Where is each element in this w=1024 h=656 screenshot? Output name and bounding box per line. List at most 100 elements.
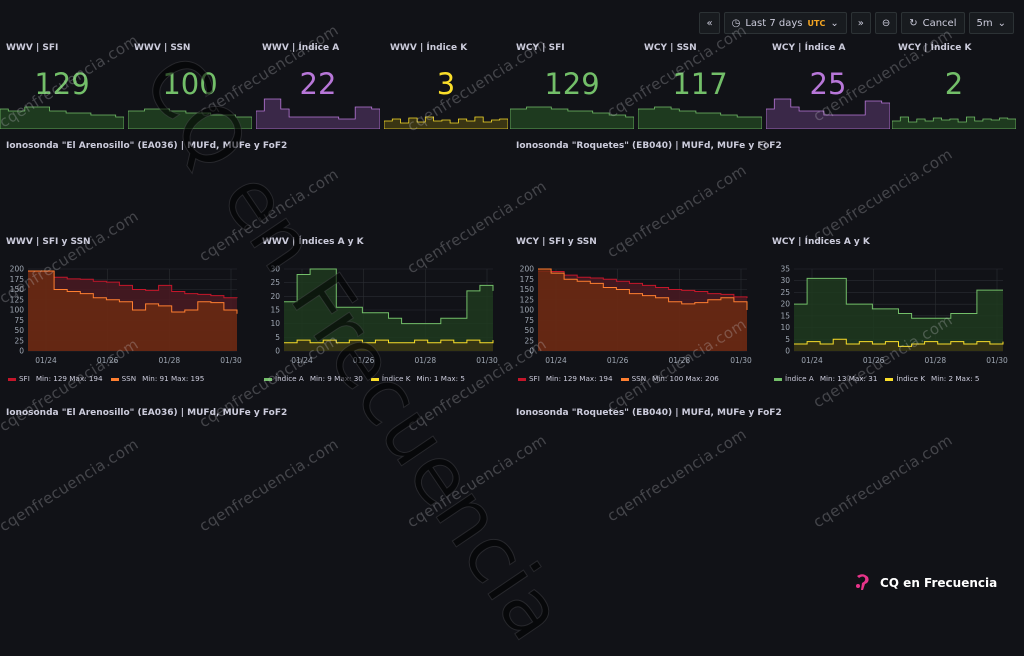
zoom-out-icon: ⊖ bbox=[881, 17, 891, 29]
legend-name: SFI bbox=[19, 374, 30, 383]
stat-panel-title: WCY | Índice A bbox=[772, 43, 846, 53]
legend-item[interactable]: SSN Min: 91 Max: 195 bbox=[110, 374, 204, 383]
x-tick-label: 01/26 bbox=[353, 356, 375, 365]
stat-panel-title: WWV | Índice K bbox=[390, 43, 468, 53]
legend-item[interactable]: Índice K Min: 2 Max: 5 bbox=[885, 374, 980, 383]
x-tick-label: 01/30 bbox=[476, 356, 498, 365]
sparkline bbox=[892, 116, 1016, 129]
stat-value: 117 bbox=[672, 67, 728, 101]
cancel-button[interactable]: ↻ Cancel bbox=[901, 12, 965, 34]
stat-panel[interactable]: WCY | SFI 129 bbox=[510, 43, 634, 135]
legend-stats: Min: 2 Max: 5 bbox=[931, 374, 980, 383]
ionosonde-panel-title: Ionosonda "El Arenosillo" (EA036) | MUFd… bbox=[6, 141, 288, 151]
stat-value: 22 bbox=[299, 67, 337, 101]
y-tick-label: 0 bbox=[19, 347, 24, 356]
time-picker-button[interactable]: ◷ Last 7 days UTC ⌄ bbox=[723, 12, 847, 34]
y-tick-label: 25 bbox=[780, 288, 790, 297]
chart-legend: SFI Min: 129 Max: 194 SSN Min: 100 Max: 206 bbox=[518, 374, 719, 383]
watermark-text: cqenfrecuencia.com bbox=[604, 424, 750, 526]
timeseries-panel[interactable]: WWV | Índices A y K 30 25 20 15 10 5 0 01/24 01/2… bbox=[256, 237, 501, 407]
stat-panel-title: WWV | SSN bbox=[134, 43, 191, 53]
info-icon[interactable] bbox=[759, 141, 768, 150]
sparkline-area bbox=[0, 106, 124, 129]
stat-panel[interactable]: WCY | SSN 117 bbox=[638, 43, 762, 135]
series-area bbox=[794, 278, 1003, 351]
y-tick-label: 20 bbox=[270, 292, 280, 301]
legend-swatch bbox=[264, 377, 272, 381]
sparkline bbox=[256, 98, 380, 129]
brand-name: CQ en Frecuencia bbox=[880, 576, 998, 590]
zoom-out-button[interactable]: ⊖ bbox=[874, 12, 898, 34]
stat-panel[interactable]: WCY | Índice A 25 bbox=[766, 43, 890, 135]
x-tick-label: 01/24 bbox=[291, 356, 313, 365]
y-tick-label: 0 bbox=[275, 347, 280, 356]
y-tick-label: 175 bbox=[520, 275, 535, 284]
sparkline bbox=[128, 108, 252, 129]
time-shift-back-button[interactable]: « bbox=[699, 12, 720, 34]
timeseries-panel-title: WCY | SFI y SSN bbox=[516, 237, 597, 247]
stat-panel-title: WWV | Índice A bbox=[262, 43, 340, 53]
stat-panel-title: WCY | Índice K bbox=[898, 43, 972, 53]
stat-value: 129 bbox=[544, 67, 600, 101]
stat-panel[interactable]: WWV | Índice K 3 bbox=[384, 43, 508, 135]
y-tick-label: 25 bbox=[14, 336, 24, 345]
stat-panel[interactable]: WWV | Índice A 22 bbox=[256, 43, 380, 135]
x-tick-label: 01/28 bbox=[925, 356, 947, 365]
cancel-label: Cancel bbox=[922, 17, 957, 29]
y-tick-label: 15 bbox=[270, 306, 280, 315]
y-tick-label: 125 bbox=[10, 295, 25, 304]
legend-name: Índice K bbox=[381, 374, 411, 383]
timeseries-panel[interactable]: WCY | Índices A y K 35 30 25 20 15 10 5 0 01/24 01… bbox=[766, 237, 1011, 407]
legend-item[interactable]: Índice K Min: 1 Max: 5 bbox=[370, 374, 465, 383]
y-tick-label: 25 bbox=[524, 336, 534, 345]
legend-name: SSN bbox=[121, 374, 137, 383]
time-toolbar: « ◷ Last 7 days UTC ⌄ » ⊖ ↻ Cancel 5m ⌄ bbox=[699, 12, 1014, 34]
stat-panel[interactable]: WWV | SSN 100 bbox=[128, 43, 252, 135]
x-tick-label: 01/28 bbox=[159, 356, 181, 365]
timeseries-panel[interactable]: WCY | SFI y SSN 200 175 150 125 100 75 50 25 0 01/… bbox=[510, 237, 755, 407]
y-tick-label: 10 bbox=[780, 323, 790, 332]
stat-value: 25 bbox=[809, 67, 847, 101]
refresh-icon: ↻ bbox=[909, 17, 918, 29]
chart-legend: SFI Min: 129 Max: 194 SSN Min: 91 Max: 195 bbox=[8, 374, 204, 383]
y-tick-label: 30 bbox=[780, 276, 790, 285]
legend-item[interactable]: Índice A Min: 13 Max: 31 bbox=[774, 374, 877, 383]
stat-panel[interactable]: WWV | SFI 129 bbox=[0, 43, 124, 135]
refresh-interval-button[interactable]: 5m ⌄ bbox=[968, 12, 1014, 34]
sparkline bbox=[638, 106, 762, 129]
stat-panel[interactable]: WCY | Índice K 2 bbox=[892, 43, 1016, 135]
stat-panel-title: WCY | SFI bbox=[516, 43, 565, 53]
x-tick-label: 01/30 bbox=[220, 356, 242, 365]
y-tick-label: 150 bbox=[10, 285, 25, 294]
chevron-down-icon: ⌄ bbox=[830, 17, 839, 29]
stat-panel-title: WWV | SFI bbox=[6, 43, 59, 53]
chart-legend: Índice A Min: 9 Max: 30 Índice K Min: 1 Max… bbox=[264, 374, 465, 383]
y-tick-label: 175 bbox=[10, 275, 25, 284]
watermark-text: cqenfrecuencia.com bbox=[404, 430, 550, 532]
timeseries-panel[interactable]: WWV | SFI y SSN 200 175 150 125 100 75 50 25 0 01/… bbox=[0, 237, 245, 407]
series-line bbox=[538, 268, 748, 310]
time-shift-forward-button[interactable]: » bbox=[850, 12, 871, 34]
y-tick-label: 25 bbox=[270, 278, 280, 287]
chevron-double-right-icon: » bbox=[857, 17, 864, 29]
timeseries-panel-title: WWV | Índices A y K bbox=[262, 237, 364, 247]
legend-name: Índice A bbox=[785, 374, 814, 383]
sparkline-area bbox=[892, 116, 1016, 129]
series-area bbox=[28, 271, 237, 351]
y-tick-label: 30 bbox=[270, 265, 280, 274]
timeseries-plot: 35 30 25 20 15 10 5 0 01/24 01/26 01/28 01/30 bbox=[780, 265, 1008, 366]
legend-item[interactable]: Índice A Min: 9 Max: 30 bbox=[264, 374, 363, 383]
x-tick-label: 01/28 bbox=[415, 356, 437, 365]
y-tick-label: 50 bbox=[14, 326, 24, 335]
ionosonde-panel-title: Ionosonda "Roquetes" (EB040) | MUFd, MUF… bbox=[516, 141, 782, 151]
y-tick-label: 5 bbox=[275, 333, 280, 342]
x-tick-label: 01/30 bbox=[986, 356, 1008, 365]
legend-stats: Min: 129 Max: 194 bbox=[35, 374, 103, 383]
series-area bbox=[538, 269, 747, 351]
y-tick-label: 150 bbox=[520, 285, 535, 294]
legend-name: Índice A bbox=[275, 374, 304, 383]
legend-item[interactable]: SFI Min: 129 Max: 194 bbox=[8, 374, 103, 383]
legend-item[interactable]: SSN Min: 100 Max: 206 bbox=[620, 374, 719, 383]
legend-item[interactable]: SFI Min: 129 Max: 194 bbox=[518, 374, 613, 383]
stat-value: 3 bbox=[436, 67, 456, 101]
